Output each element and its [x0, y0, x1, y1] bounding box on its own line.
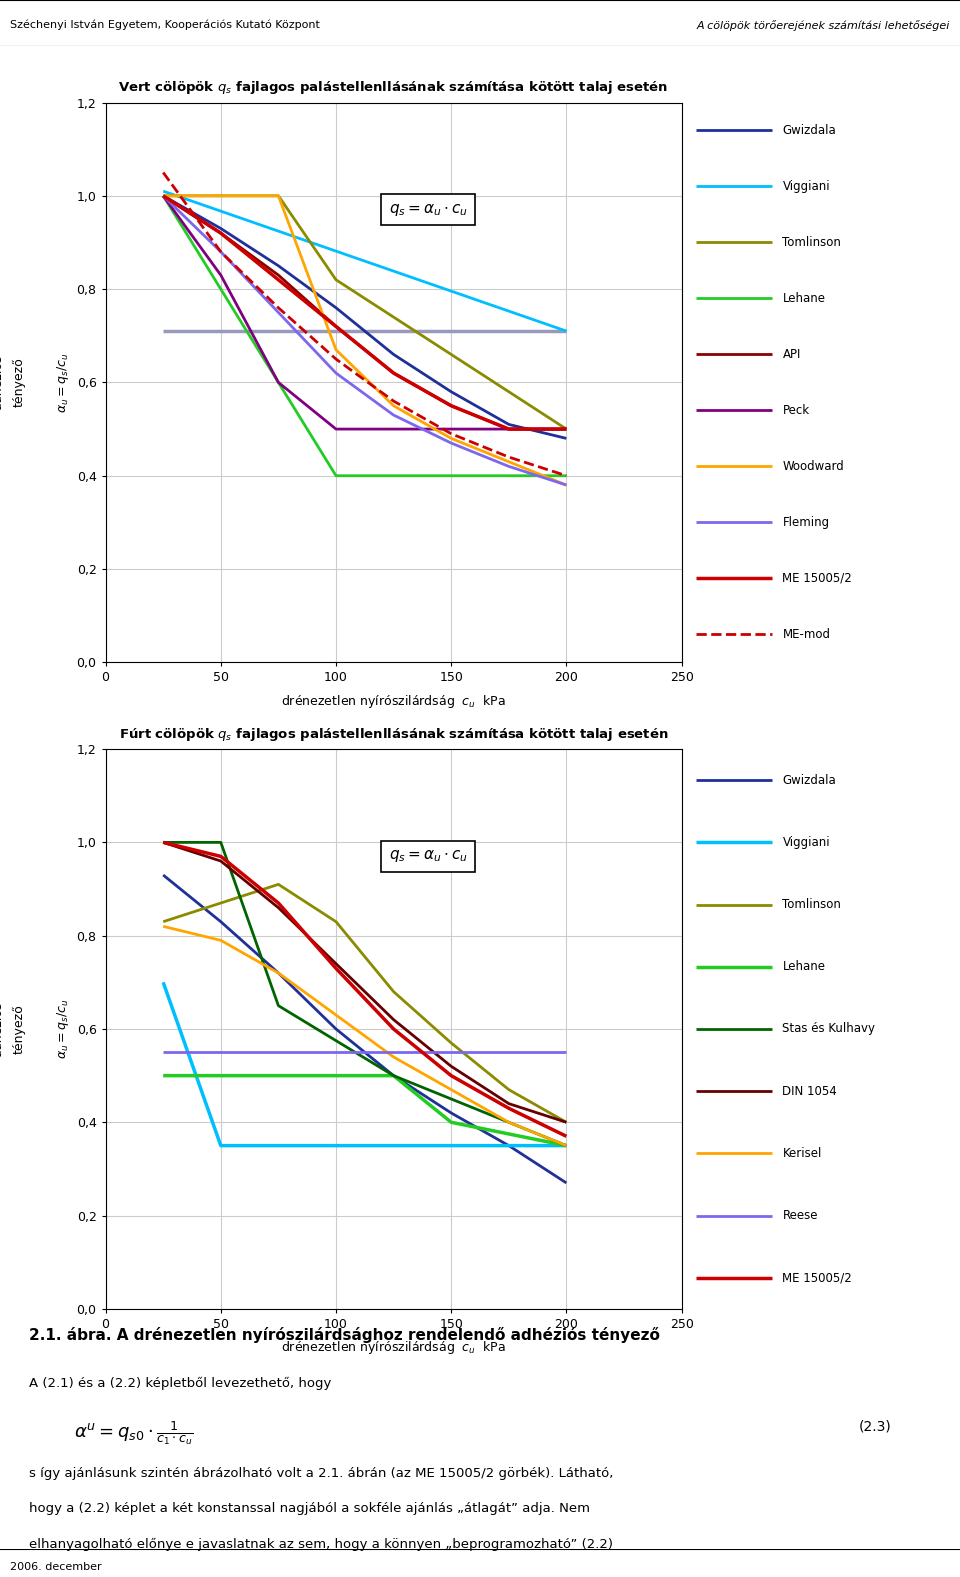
Text: Kerisel: Kerisel	[782, 1146, 822, 1161]
Text: $q_s = \alpha_u \cdot c_u$: $q_s = \alpha_u \cdot c_u$	[389, 202, 468, 218]
Text: elhanyagolható előnye e javaslatnak az sem, hogy a könnyen „beprogramozható” (2.: elhanyagolható előnye e javaslatnak az s…	[29, 1538, 612, 1550]
Y-axis label: adhéziós
tényező

$\alpha_u=q_s/c_u$: adhéziós tényező $\alpha_u=q_s/c_u$	[0, 998, 71, 1060]
Text: A cölöpök törőerejének számítási lehetőségei: A cölöpök törőerejének számítási lehetős…	[697, 19, 950, 30]
Text: 2006. december: 2006. december	[10, 1563, 101, 1572]
Text: Tomlinson: Tomlinson	[782, 897, 841, 912]
Text: Viggiani: Viggiani	[782, 180, 830, 192]
Text: A (2.1) és a (2.2) képletből levezethető, hogy: A (2.1) és a (2.2) képletből levezethető…	[29, 1377, 331, 1389]
Text: ME-mod: ME-mod	[782, 628, 830, 640]
Text: Reese: Reese	[782, 1210, 818, 1222]
Text: Széchenyi István Egyetem, Kooperációs Kutató Központ: Széchenyi István Egyetem, Kooperációs Ku…	[10, 21, 320, 30]
Text: ME 15005/2: ME 15005/2	[782, 572, 852, 585]
X-axis label: drénezetlen nyírószilárdság  $c_u$  kPa: drénezetlen nyírószilárdság $c_u$ kPa	[281, 692, 506, 710]
Text: Lehane: Lehane	[782, 292, 826, 304]
X-axis label: drénezetlen nyírószilárdság  $c_u$  kPa: drénezetlen nyírószilárdság $c_u$ kPa	[281, 1339, 506, 1356]
Text: Lehane: Lehane	[782, 960, 826, 973]
Text: hogy a (2.2) képlet a két konstanssal nagjából a sokféle ajánlás „átlagát” adja.: hogy a (2.2) képlet a két konstanssal na…	[29, 1501, 589, 1515]
Text: 2.1. ábra. A drénezetlen nyírószilárdsághoz rendelendő adhéziós tényező: 2.1. ábra. A drénezetlen nyírószilárdság…	[29, 1328, 660, 1344]
Text: Fleming: Fleming	[782, 516, 829, 528]
Text: Peck: Peck	[782, 404, 809, 416]
Text: DIN 1054: DIN 1054	[782, 1085, 837, 1098]
Text: $q_s = \alpha_u \cdot c_u$: $q_s = \alpha_u \cdot c_u$	[389, 848, 468, 864]
Y-axis label: adhéziós
tényező

$\alpha_u=q_s/c_u$: adhéziós tényező $\alpha_u=q_s/c_u$	[0, 352, 71, 413]
Text: Gwizdala: Gwizdala	[782, 125, 836, 137]
Text: ME 15005/2: ME 15005/2	[782, 1271, 852, 1284]
Text: Stas és Kulhavy: Stas és Kulhavy	[782, 1022, 876, 1036]
Text: API: API	[782, 349, 801, 361]
Text: Viggiani: Viggiani	[782, 836, 830, 848]
Text: (2.3): (2.3)	[859, 1419, 892, 1433]
Text: Woodward: Woodward	[782, 460, 844, 473]
Text: s így ajánlásunk szintén ábrázolható volt a 2.1. ábrán (az ME 15005/2 görbék). L: s így ajánlásunk szintén ábrázolható vol…	[29, 1467, 613, 1479]
Text: Gwizdala: Gwizdala	[782, 774, 836, 787]
Title: Vert cölöpök $q_s$ fajlagos palástellenllásának számítása kötött talaj esetén: Vert cölöpök $q_s$ fajlagos palástellenl…	[118, 79, 669, 96]
Text: Tomlinson: Tomlinson	[782, 237, 841, 249]
Text: $\alpha^u = q_{s0} \cdot \frac{1}{c_1 \cdot c_u}$: $\alpha^u = q_{s0} \cdot \frac{1}{c_1 \c…	[74, 1419, 193, 1448]
Title: Fúrt cölöpök $q_s$ fajlagos palástellenllásának számítása kötött talaj esetén: Fúrt cölöpök $q_s$ fajlagos palástellenl…	[119, 725, 668, 743]
